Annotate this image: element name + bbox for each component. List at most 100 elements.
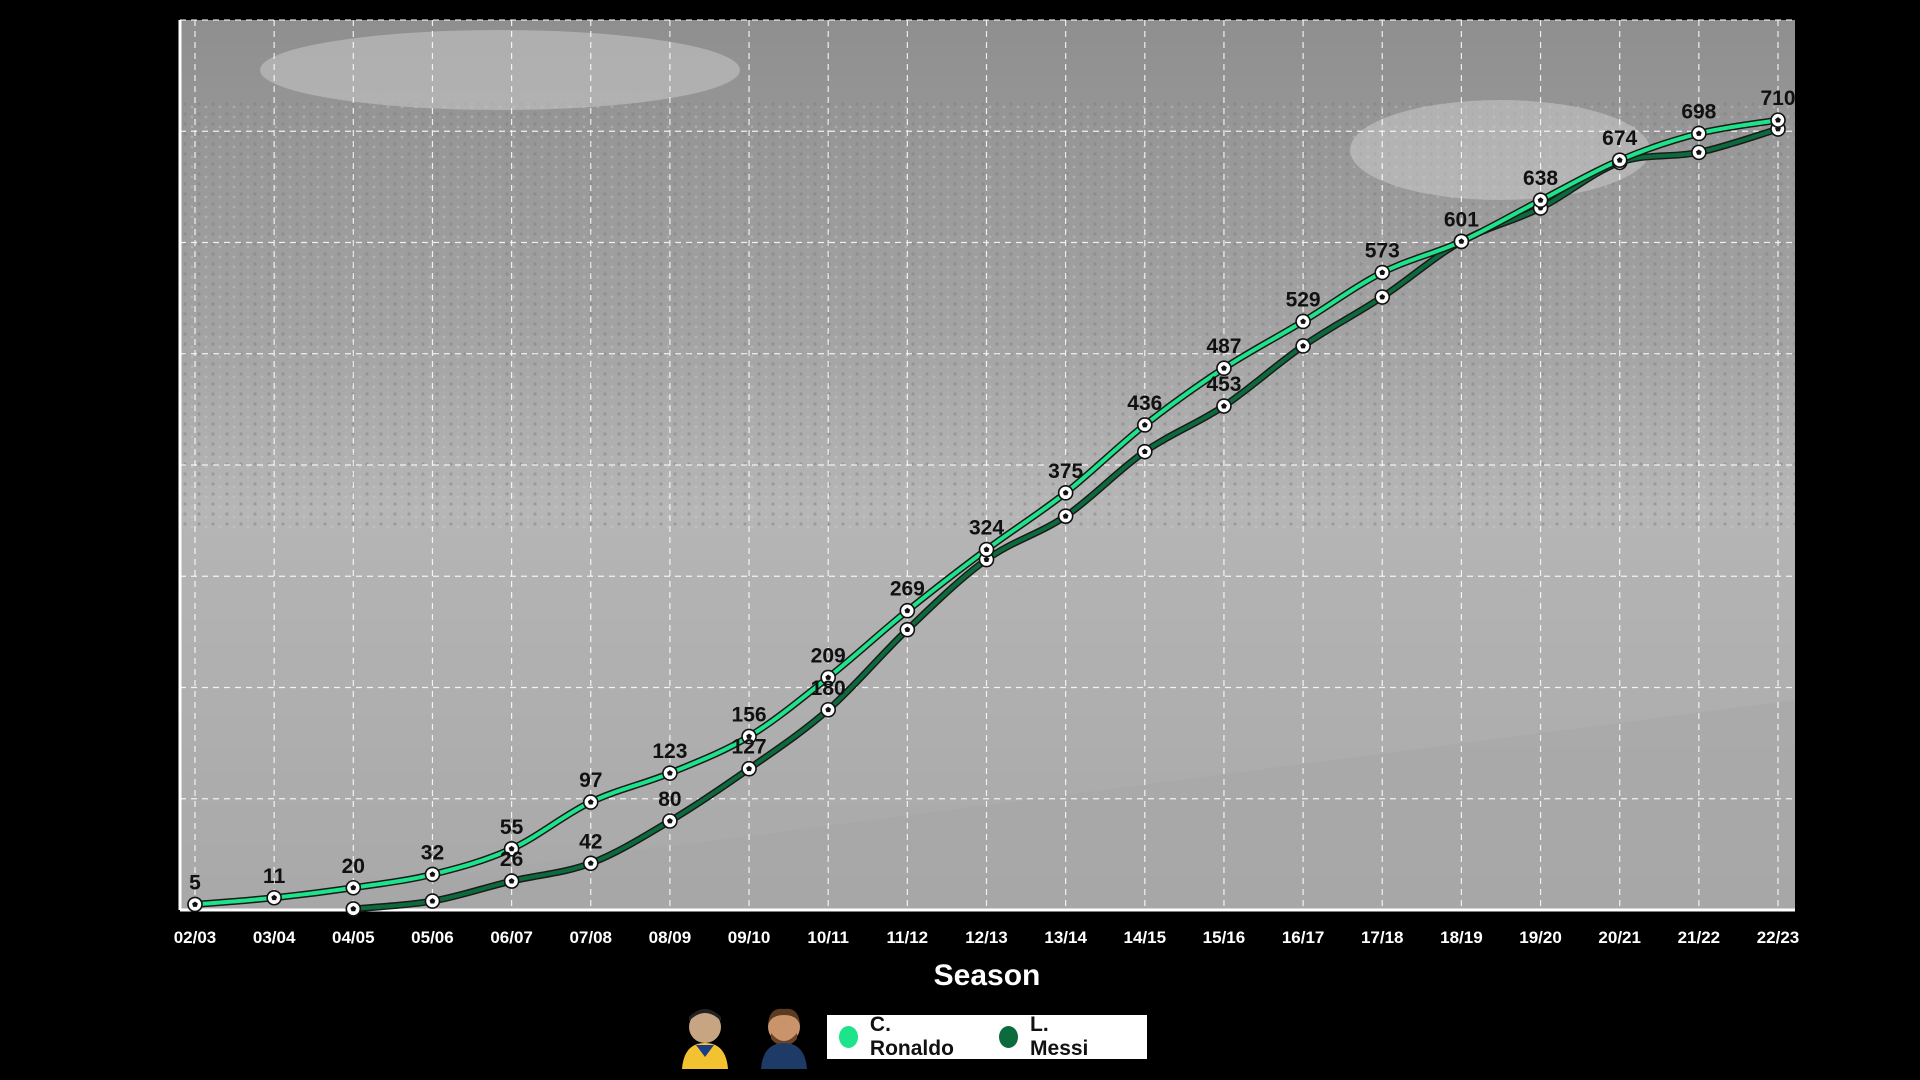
x-tick-label: 12/13: [965, 928, 1008, 947]
axes: [178, 20, 1795, 912]
data-label-ronaldo: 601: [1444, 208, 1479, 231]
data-point-marker: [424, 866, 441, 883]
data-label-ronaldo: 375: [1048, 460, 1083, 483]
data-label-ronaldo: 436: [1127, 392, 1162, 415]
x-tick-label: 09/10: [728, 928, 771, 947]
grid-lines: [180, 19, 1795, 911]
data-label-ronaldo: 269: [890, 578, 925, 601]
data-point-marker: [1611, 152, 1628, 168]
legend-label-ronaldo: C. Ronaldo: [869, 1013, 954, 1060]
x-axis-title: Season: [934, 959, 1041, 992]
data-point-marker: [1532, 192, 1549, 209]
messi-avatar-icon: [761, 1008, 807, 1069]
ronaldo-avatar-icon: [682, 1009, 728, 1069]
data-point-marker: [1770, 112, 1786, 128]
data-point-marker: [741, 728, 757, 745]
legend-item-messi: L. Messi: [999, 1013, 1101, 1061]
data-label-ronaldo: 20: [342, 855, 365, 878]
data-point-marker: [345, 879, 362, 896]
x-tick-label: 15/16: [1203, 928, 1246, 947]
data-label-ronaldo: 324: [969, 517, 1004, 540]
x-tick-label: 06/07: [490, 928, 533, 947]
data-point-marker: [266, 889, 282, 906]
data-label-ronaldo: 529: [1286, 288, 1321, 311]
data-point-marker: [741, 760, 757, 777]
x-tick-label: 03/04: [253, 928, 296, 947]
x-tick-label: 22/23: [1757, 928, 1800, 947]
data-point-marker: [1137, 443, 1153, 460]
data-point-marker: [582, 855, 599, 872]
data-label-ronaldo: 32: [421, 841, 444, 864]
data-label-messi: 26: [500, 848, 523, 871]
x-tick-label: 14/15: [1124, 928, 1167, 947]
x-tick-label: 05/06: [411, 928, 454, 947]
data-label-ronaldo: 209: [811, 644, 846, 667]
data-point-marker: [1691, 144, 1707, 161]
data-point-marker: [1137, 417, 1153, 433]
data-point-marker: [978, 541, 995, 558]
data-point-marker: [424, 893, 441, 909]
data-point-marker: [662, 813, 678, 829]
x-tick-label: 20/21: [1598, 928, 1641, 947]
data-labels: 5 11 20 32 55 97 123 156 209 269 324 375 436 487 529 57…: [189, 87, 1795, 894]
data-label-ronaldo: 97: [579, 769, 602, 792]
data-label-ronaldo: 156: [732, 703, 767, 726]
x-tick-label: 13/14: [1044, 928, 1087, 947]
x-tick-label: 11/12: [887, 928, 929, 947]
legend: C. Ronaldo L. Messi: [827, 1013, 1147, 1061]
data-label-messi: 453: [1206, 373, 1241, 396]
x-tick-label: 10/11: [807, 928, 849, 947]
data-point-marker: [899, 602, 916, 619]
data-label-ronaldo: 573: [1365, 240, 1400, 263]
legend-item-ronaldo: C. Ronaldo: [839, 1013, 965, 1061]
data-point-marker: [582, 794, 599, 810]
data-label-messi: 127: [732, 736, 767, 759]
data-label-ronaldo: 11: [263, 865, 286, 888]
data-point-marker: [1057, 508, 1074, 524]
legend-swatch-ronaldo: [839, 1026, 858, 1048]
data-point-marker: [187, 896, 203, 913]
data-point-marker: [503, 873, 520, 889]
data-point-marker: [1691, 125, 1707, 142]
data-point-marker: [1295, 313, 1311, 330]
data-point-marker: [345, 901, 362, 917]
plot-background: [180, 20, 1795, 910]
data-label-ronaldo: 638: [1523, 167, 1558, 190]
x-tick-label: 08/09: [649, 928, 692, 947]
x-tick-label: 18/19: [1440, 928, 1483, 947]
data-point-marker: [1374, 289, 1391, 305]
data-label-messi: 42: [579, 830, 602, 853]
x-tick-label: 19/20: [1519, 928, 1562, 947]
data-point-marker: [820, 701, 837, 718]
data-point-marker: [1295, 338, 1311, 354]
data-label-ronaldo: 674: [1602, 127, 1637, 150]
data-point-marker: [820, 669, 837, 686]
x-tick-label: 17/18: [1361, 928, 1404, 947]
legend-swatch-messi: [999, 1026, 1019, 1048]
x-tick-label: 16/17: [1282, 928, 1325, 947]
data-label-ronaldo: 487: [1206, 335, 1241, 358]
data-label-ronaldo: 5: [189, 871, 201, 894]
data-label-ronaldo: 710: [1760, 87, 1795, 110]
data-point-marker: [899, 621, 916, 638]
x-tick-labels: 02/03 03/04 04/05 05/06 06/07 07/08 08/09 09/10…: [174, 928, 1800, 947]
legend-label-messi: L. Messi: [1030, 1013, 1089, 1060]
data-point-marker: [662, 765, 678, 781]
data-point-marker: [503, 841, 520, 857]
x-tick-label: 07/08: [569, 928, 612, 947]
x-tick-label: 04/05: [332, 928, 375, 947]
x-tick-label: 02/03: [174, 928, 217, 947]
x-tick-label: 21/22: [1678, 928, 1721, 947]
data-point-marker: [1453, 233, 1470, 250]
data-point-marker: [1216, 398, 1232, 414]
data-point-marker: [1374, 264, 1391, 281]
data-label-messi: 180: [811, 677, 846, 700]
data-label-ronaldo: 123: [652, 740, 687, 763]
data-label-messi: 80: [658, 788, 681, 811]
data-label-ronaldo: 698: [1681, 100, 1716, 123]
markers-layer: [187, 112, 1786, 917]
data-point-marker: [1216, 360, 1232, 377]
data-point-marker: [1057, 485, 1074, 501]
data-label-ronaldo: 55: [500, 816, 524, 839]
